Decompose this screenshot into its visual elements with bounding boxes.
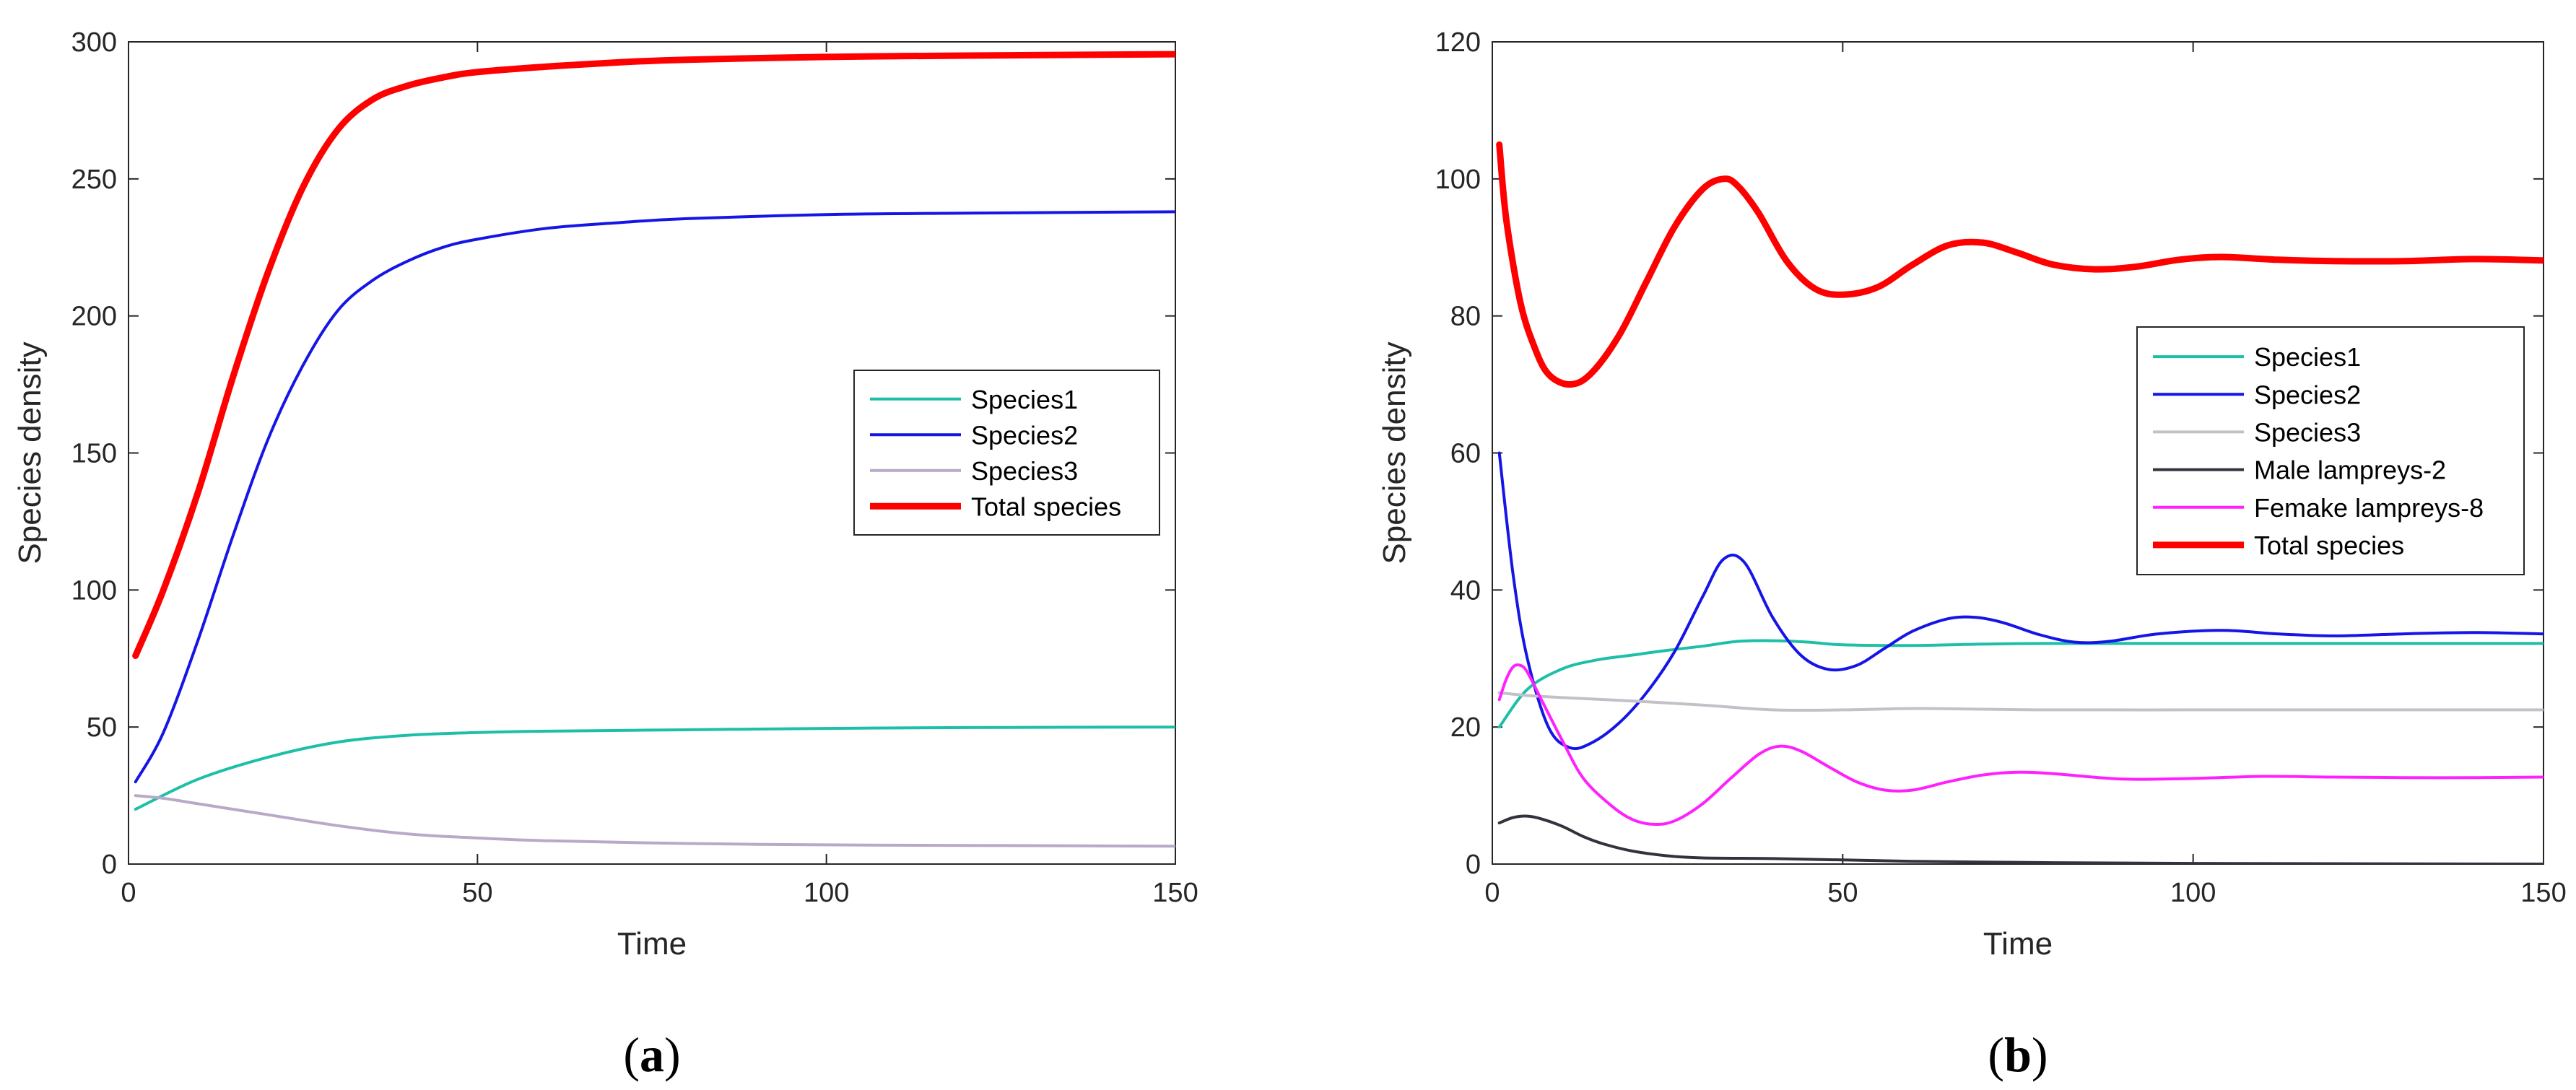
y-tick-label: 80 (1450, 302, 1481, 332)
y-tick-label: 60 (1450, 439, 1481, 469)
caption-letter: b (2004, 1027, 2032, 1082)
y-tick-label: 250 (71, 165, 117, 195)
series-line-femake-lampreys-8 (1497, 663, 2544, 827)
y-axis-label: Species density (12, 341, 48, 564)
y-tick-label: 0 (1466, 850, 1481, 880)
y-tick-label: 50 (87, 712, 117, 743)
caption-open-paren: ( (1988, 1027, 2004, 1082)
x-axis-label: Time (617, 926, 687, 962)
x-axis-label: Time (1983, 926, 2053, 962)
y-tick-label: 100 (71, 575, 117, 606)
panel-caption: (b) (1988, 1027, 2048, 1082)
y-tick-label: 120 (1435, 27, 1481, 58)
y-tick-label: 40 (1450, 575, 1481, 606)
series-line-male-lampreys-2 (1497, 814, 2544, 864)
chart-panel-b: 0 50 100 150 0 20 40 60 80 100 120 Time Species dens… (1377, 27, 2567, 1082)
x-tick-label: 50 (1827, 878, 1858, 908)
x-tick-label: 0 (1484, 878, 1500, 908)
series-group (1496, 141, 2544, 864)
chart-panel-a: 0 50 100 150 0 50 100 150 200 250 300 Time Species d… (12, 27, 1198, 1082)
legend-label-total-species: Total species (971, 492, 1121, 521)
y-tick-label: 20 (1450, 712, 1481, 743)
series-line-species1 (134, 725, 1175, 811)
y-tick-label: 300 (71, 27, 117, 58)
legend-label-male-lampreys-2: Male lampreys-2 (2254, 455, 2446, 485)
series-line-species2 (1497, 451, 2544, 751)
y-tick-label: 100 (1435, 165, 1481, 195)
legend-label-total-species: Total species (2254, 531, 2404, 560)
y-tick-label: 150 (71, 439, 117, 469)
y-axis-label: Species density (1377, 341, 1412, 564)
caption-close-paren: ) (2032, 1027, 2048, 1082)
series-line-total-species (132, 51, 1175, 659)
y-tick-label: 0 (102, 850, 117, 880)
series-line-species1 (1497, 639, 2544, 729)
y-tick-label: 200 (71, 302, 117, 332)
caption-letter: a (640, 1027, 664, 1082)
legend-label-species3: Species3 (2254, 417, 2361, 447)
legend-label-femake-lampreys-8: Femake lampreys-8 (2254, 493, 2484, 523)
legend: Species1 Species2 Species3 Male lampreys-2 F… (2136, 326, 2525, 575)
legend: Species1 Species2 Species3 Total species (853, 370, 1160, 536)
legend-label-species2: Species2 (971, 420, 1078, 450)
series-line-total-species (1496, 141, 2544, 388)
x-tick-label: 0 (121, 878, 136, 908)
legend-label-species2: Species2 (2254, 380, 2361, 409)
x-tick-label: 100 (2170, 878, 2216, 908)
series-group (132, 51, 1175, 848)
caption-close-paren: ) (664, 1027, 681, 1082)
x-tick-label: 150 (1152, 878, 1198, 908)
caption-open-paren: ( (623, 1027, 640, 1082)
legend-label-species1: Species1 (971, 385, 1078, 414)
series-line-species3 (134, 794, 1175, 848)
legend-box (2136, 326, 2525, 575)
series-line-species2 (134, 210, 1175, 784)
legend-label-species1: Species1 (2254, 342, 2361, 372)
legend-label-species3: Species3 (971, 456, 1078, 486)
series-line-species3 (1497, 691, 2544, 712)
x-tick-label: 50 (462, 878, 492, 908)
x-tick-label: 150 (2520, 878, 2566, 908)
panel-caption: (a) (623, 1027, 680, 1082)
x-tick-label: 100 (804, 878, 849, 908)
